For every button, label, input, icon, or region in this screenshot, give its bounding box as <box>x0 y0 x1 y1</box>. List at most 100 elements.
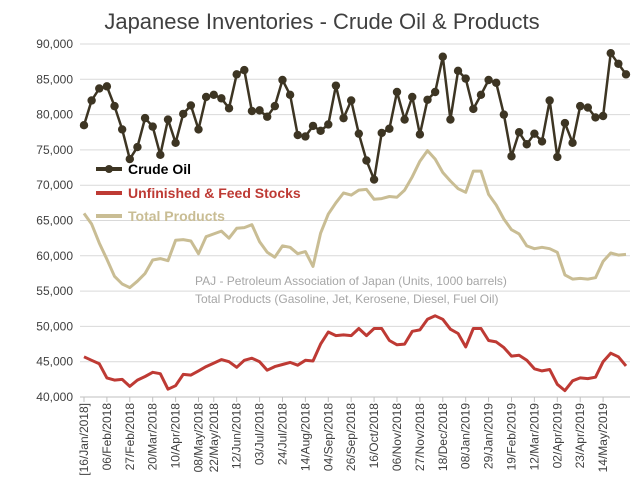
crude-oil-point <box>385 124 394 133</box>
series-layer <box>79 48 631 393</box>
x-tick-label: 22/May/2018 <box>207 403 221 473</box>
y-tick-label: 85,000 <box>36 72 73 86</box>
crude-oil-point <box>117 125 127 134</box>
y-tick-label: 65,000 <box>36 214 73 228</box>
crude-oil-point <box>209 90 218 100</box>
crude-oil-point <box>598 111 608 121</box>
gridlines <box>80 43 630 398</box>
crude-oil-point <box>308 121 318 131</box>
crude-oil-point <box>102 82 112 91</box>
crude-oil-point <box>446 115 455 124</box>
crude-oil-point <box>79 120 89 130</box>
crude-oil-point <box>194 125 203 134</box>
crude-oil-point <box>301 132 310 141</box>
series-total-products-line <box>82 149 627 290</box>
crude-oil-point <box>285 90 295 100</box>
y-tick-label: 50,000 <box>36 319 73 333</box>
crude-oil-point <box>377 128 386 138</box>
crude-oil-point <box>217 94 226 103</box>
legend-item-crude-oil: Crude Oil <box>96 161 191 177</box>
crude-oil-point <box>156 150 165 160</box>
x-tick-label: 29/Jan/2019 <box>482 403 496 469</box>
crude-oil-point <box>171 138 180 148</box>
crude-oil-point <box>95 84 104 93</box>
crude-oil-point <box>621 70 631 79</box>
crude-oil-point <box>331 81 341 90</box>
x-tick-label: 06/Feb/2018 <box>100 403 114 471</box>
crude-oil-point <box>186 101 196 110</box>
crude-oil-point <box>278 75 287 85</box>
x-tick-label: 08/Jan/2019 <box>459 403 473 469</box>
chart-title: Japanese Inventories - Crude Oil & Produ… <box>104 9 539 34</box>
crude-oil-point <box>354 129 364 138</box>
crude-oil-point <box>606 48 615 58</box>
crude-oil-point <box>140 113 150 123</box>
x-tick-label: 20/Mar/2018 <box>146 403 160 471</box>
x-tick-label: 23/Apr/2019 <box>573 403 587 469</box>
crude-oil-point <box>614 59 623 68</box>
crude-oil-point <box>255 106 264 115</box>
crude-oil-point <box>484 75 493 85</box>
x-tick-label: 16/Oct/2018 <box>367 403 381 469</box>
crude-oil-point <box>568 138 577 148</box>
x-tick-label: 26/Sep/2018 <box>344 403 358 471</box>
x-tick-label: 08/May/2018 <box>192 403 206 473</box>
crude-oil-point <box>110 101 119 111</box>
crude-oil-point <box>591 113 600 122</box>
x-tick-label: 27/Nov/2018 <box>413 403 427 471</box>
x-tick-label: 27/Feb/2018 <box>123 403 137 471</box>
series-unfinished-feed-stocks-line <box>83 314 628 393</box>
crude-oil-point <box>553 152 562 162</box>
crude-oil-point <box>476 90 486 100</box>
crude-oil-point <box>545 96 554 105</box>
crude-oil-point <box>583 103 593 112</box>
y-tick-label: 45,000 <box>36 355 73 369</box>
crude-oil-point <box>499 110 509 119</box>
crude-oil-point <box>270 101 280 111</box>
crude-oil-point <box>293 130 302 140</box>
crude-oil-point <box>560 118 570 128</box>
y-tick-label: 60,000 <box>36 249 73 263</box>
legend-label-total-products: Total Products <box>128 208 225 224</box>
crude-oil-point <box>247 106 257 116</box>
y-tick-label: 70,000 <box>36 178 73 192</box>
crude-oil-point <box>469 104 478 114</box>
x-tick-label: 04/Sep/2018 <box>321 403 335 471</box>
crude-oil-point <box>392 87 402 97</box>
crude-oil-point <box>324 120 333 129</box>
legend-label-crude-oil: Crude Oil <box>128 161 191 177</box>
x-tick-label: 12/Mar/2019 <box>527 403 541 471</box>
crude-oil-point <box>224 104 234 113</box>
x-tick-label: 10/Apr/2018 <box>169 403 183 469</box>
x-tick-label: [16/Jan/2018] <box>77 403 91 476</box>
crude-oil-point <box>87 96 96 105</box>
crude-oil-point <box>362 156 371 165</box>
y-tick-label: 90,000 <box>36 37 73 51</box>
y-tick-label: 75,000 <box>36 143 73 157</box>
x-tick-label: 14/May/2019 <box>596 403 610 473</box>
crude-oil-point <box>346 96 356 105</box>
crude-oil-point <box>537 137 547 146</box>
crude-oil-point <box>125 154 135 164</box>
crude-oil-point <box>492 78 501 88</box>
crude-oil-point <box>514 128 524 137</box>
crude-oil-point <box>423 95 432 104</box>
crude-oil-point <box>461 74 470 83</box>
x-tick-label: 18/Dec/2018 <box>436 403 450 471</box>
crude-oil-point <box>507 152 516 161</box>
crude-oil-point <box>163 115 173 124</box>
crude-oil-point <box>201 92 211 102</box>
axes: 40,000 45,000 50,000 55,000 60,000 65,000 70,0… <box>36 37 630 476</box>
crude-oil-point <box>369 175 379 184</box>
crude-oil-point <box>430 87 440 97</box>
crude-oil-point <box>415 130 425 139</box>
crude-oil-point <box>453 66 463 76</box>
crude-oil-point <box>133 142 142 152</box>
legend: Crude Oil Unfinished & Feed Stocks Total… <box>96 161 301 224</box>
crude-oil-point <box>232 70 241 79</box>
legend-item-unfinished: Unfinished & Feed Stocks <box>96 185 301 201</box>
legend-label-unfinished: Unfinished & Feed Stocks <box>128 185 301 201</box>
x-tick-label: 14/Aug/2018 <box>298 403 312 471</box>
x-tick-label: 02/Apr/2019 <box>550 403 564 469</box>
y-tick-label: 80,000 <box>36 108 73 122</box>
